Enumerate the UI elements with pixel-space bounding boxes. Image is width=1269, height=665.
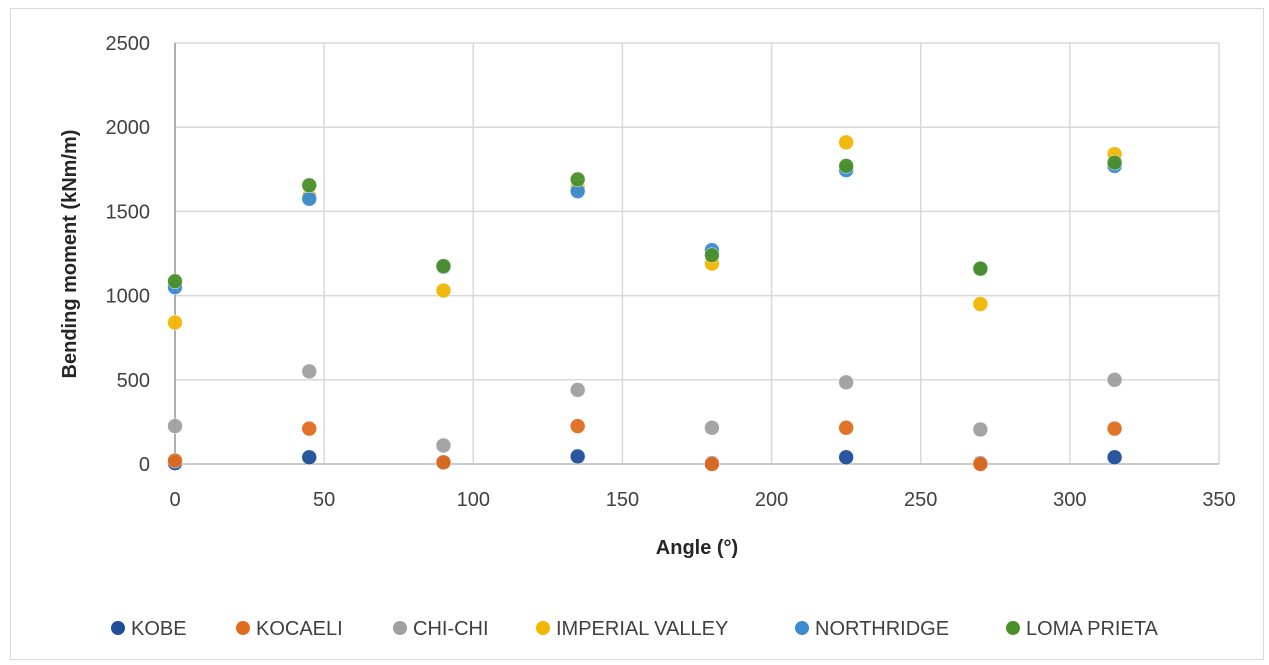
y-tick-label: 2500 bbox=[106, 33, 151, 55]
series-loma-prieta bbox=[167, 154, 1123, 290]
y-tick-label: 1000 bbox=[106, 286, 151, 308]
grid-lines bbox=[174, 42, 1220, 465]
y-tick-label: 1500 bbox=[106, 201, 151, 223]
data-point bbox=[569, 171, 586, 188]
x-tick-label: 250 bbox=[904, 489, 937, 511]
x-tick-label: 100 bbox=[457, 489, 490, 511]
y-axis-title: Bending moment (kNm/m) bbox=[59, 130, 81, 379]
data-points bbox=[167, 134, 1123, 472]
legend-label: KOBE bbox=[131, 618, 187, 640]
x-tick-label: 0 bbox=[169, 489, 180, 511]
legend-label: CHI-CHI bbox=[413, 618, 489, 640]
legend-item-chi-chi: CHI-CHI bbox=[393, 618, 489, 640]
data-point bbox=[972, 260, 989, 277]
legend-item-kocaeli: KOCAELI bbox=[236, 618, 343, 640]
x-tick-label: 300 bbox=[1053, 489, 1086, 511]
data-point bbox=[301, 363, 317, 380]
data-point bbox=[972, 296, 989, 312]
legend-marker bbox=[536, 621, 550, 635]
data-point bbox=[838, 374, 854, 391]
legend: KOBE KOCAELI CHI-CHI IMPERIAL VALLEY NORTHRI… bbox=[111, 618, 1159, 640]
data-point bbox=[301, 449, 317, 466]
data-point bbox=[569, 448, 586, 465]
data-point bbox=[435, 258, 452, 274]
y-tick-label: 500 bbox=[117, 370, 150, 392]
data-point bbox=[301, 420, 317, 437]
legend-label: IMPERIAL VALLEY bbox=[556, 618, 728, 640]
data-point bbox=[1106, 420, 1123, 437]
series-kocaeli bbox=[167, 418, 1123, 472]
legend-item-northridge: NORTHRIDGE bbox=[795, 618, 949, 640]
data-point bbox=[569, 418, 586, 434]
data-point bbox=[838, 134, 854, 151]
data-point bbox=[704, 420, 720, 436]
legend-marker bbox=[393, 621, 407, 635]
legend-marker bbox=[1006, 621, 1020, 635]
axes bbox=[174, 43, 1219, 465]
y-tick-label: 2000 bbox=[106, 117, 151, 139]
x-tick-label: 200 bbox=[755, 489, 788, 511]
chart-frame bbox=[10, 8, 1264, 660]
legend-label: KOCAELI bbox=[256, 618, 343, 640]
legend-item-loma-prieta: LOMA PRIETA bbox=[1006, 618, 1159, 640]
data-point bbox=[167, 418, 183, 434]
legend-label: LOMA PRIETA bbox=[1026, 618, 1159, 640]
data-point bbox=[167, 314, 183, 331]
data-point bbox=[1106, 154, 1123, 171]
data-point bbox=[301, 177, 317, 194]
data-point bbox=[838, 158, 854, 174]
data-point bbox=[435, 282, 452, 299]
data-point bbox=[435, 437, 452, 454]
legend-item-kobe: KOBE bbox=[111, 618, 187, 640]
data-point bbox=[1106, 372, 1123, 388]
data-point bbox=[972, 421, 989, 438]
data-point bbox=[972, 456, 989, 472]
data-point bbox=[704, 247, 720, 263]
x-tick-label: 150 bbox=[606, 489, 639, 511]
data-point bbox=[301, 191, 317, 207]
legend-marker bbox=[795, 621, 809, 635]
data-point bbox=[569, 382, 586, 398]
data-point bbox=[167, 273, 183, 290]
series-imperial-valley bbox=[167, 134, 1123, 331]
x-tick-label: 350 bbox=[1202, 489, 1235, 511]
data-point bbox=[704, 456, 720, 472]
series-chi-chi bbox=[167, 363, 1123, 454]
data-point bbox=[838, 449, 854, 466]
data-point bbox=[1106, 449, 1123, 466]
legend-label: NORTHRIDGE bbox=[815, 618, 949, 640]
y-tick-label: 0 bbox=[139, 454, 150, 476]
data-point bbox=[167, 452, 183, 469]
x-axis-title: Angle (°) bbox=[656, 537, 738, 559]
data-point bbox=[838, 420, 854, 436]
x-tick-labels: 0 50 100 150 200 250 300 350 bbox=[169, 489, 1235, 511]
y-tick-labels: 0 500 1000 1500 2000 2500 bbox=[106, 33, 151, 476]
legend-marker bbox=[236, 621, 250, 635]
x-tick-label: 50 bbox=[313, 489, 335, 511]
data-point bbox=[435, 454, 452, 471]
legend-marker bbox=[111, 621, 125, 635]
legend-item-imperial-valley: IMPERIAL VALLEY bbox=[536, 618, 728, 640]
